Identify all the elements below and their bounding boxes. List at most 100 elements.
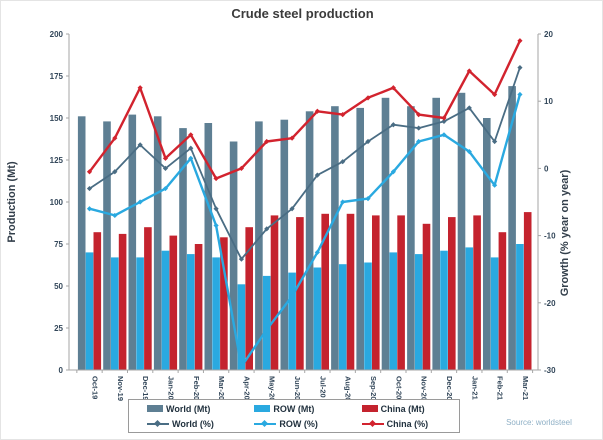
marker-china-feb-21	[492, 91, 498, 98]
marker-row-oct-19	[86, 206, 93, 212]
bar-world-mt-dec-19	[128, 114, 137, 370]
bar-world-mt-mar-20	[204, 123, 213, 370]
marker-row-jul-20	[314, 249, 320, 255]
axis-text: May-20	[268, 376, 277, 401]
marker-row-aug-20	[340, 199, 346, 205]
marker-world-oct-19	[86, 185, 93, 192]
marker-china-mar-21	[517, 38, 523, 44]
legend-label: China (%)	[386, 418, 429, 429]
axis-text: Dec-19	[141, 376, 150, 401]
axis-text: -20	[544, 299, 556, 308]
marker-world-dec-20	[441, 118, 447, 124]
axis-text: 50	[54, 282, 63, 291]
bar-row-mt-jan-21	[465, 247, 474, 370]
axis-text: Sep-20	[369, 376, 378, 401]
marker-row-jun-20	[289, 293, 295, 299]
axis-text: 0	[59, 366, 64, 375]
marker-row-may-20	[264, 327, 270, 333]
axis-text: Growth (% year on year)	[559, 169, 571, 296]
bar-row-mt-mar-21	[516, 244, 524, 370]
bar-china-mt-sep-20	[372, 215, 380, 370]
bar-world-mt-apr-20	[229, 141, 238, 370]
line-world-	[88, 66, 521, 261]
marker-china-nov-19	[112, 135, 118, 141]
marker-world-mar-21	[517, 65, 523, 71]
bar-row-mt-oct-20	[389, 252, 398, 370]
legend-label: World (%)	[172, 418, 214, 429]
chart-legend: World (Mt) ROW (Mt) China (Mt) World (%)…	[128, 399, 460, 433]
legend-item-row-pct: ROW (%)	[240, 419, 347, 429]
marker-row-mar-20	[213, 222, 219, 229]
marker-world-feb-20	[188, 145, 194, 151]
bar-china-mt-dec-20	[448, 217, 456, 370]
legend-label: World (Mt)	[166, 403, 211, 414]
china-bar-swatch-icon	[361, 405, 378, 412]
bar-china-mt-feb-21	[498, 232, 507, 370]
marker-china-may-20	[264, 138, 270, 145]
bar-world-mt-oct-20	[381, 97, 390, 371]
axis-text: 200	[50, 30, 64, 39]
marker-world-jul-20	[314, 172, 320, 178]
bar-world-mt-nov-19	[103, 121, 111, 371]
bar-world-mt-nov-20	[407, 106, 415, 370]
bar-world-mt-feb-21	[483, 118, 491, 370]
bar-row-mt-feb-21	[490, 257, 499, 370]
bar-china-mt-jan-21	[473, 215, 481, 370]
legend-item-china-mt: China (Mt)	[348, 404, 455, 414]
bar-china-mt-nov-19	[118, 233, 127, 370]
marker-row-jan-21	[466, 149, 472, 155]
chart-canvas: 0 25 50 75 100 125 150 175 200 -30 -20 -10 0 10 20 Oct-…	[6, 30, 571, 401]
lines-layer	[86, 38, 523, 370]
axis-text: 175	[50, 72, 64, 81]
marker-world-feb-21	[492, 138, 498, 145]
marker-world-jan-21	[466, 105, 472, 111]
row-line-swatch-icon	[254, 419, 277, 428]
marker-world-jun-20	[289, 206, 295, 212]
bar-row-mt-may-20	[262, 275, 271, 370]
line-row-	[88, 93, 522, 368]
marker-china-apr-20	[238, 165, 245, 171]
bar-china-mt-jul-20	[321, 213, 329, 370]
marker-world-oct-20	[390, 122, 396, 128]
bar-row-mt-jul-20	[313, 267, 322, 370]
axis-text: Dec-20	[445, 376, 454, 401]
marker-world-mar-20	[213, 206, 219, 212]
axis-text: Mar-21	[521, 376, 530, 400]
marker-world-nov-20	[416, 125, 422, 131]
marker-world-nov-19	[112, 169, 118, 175]
bar-row-mt-nov-20	[414, 254, 423, 370]
bar-china-mt-oct-20	[397, 215, 405, 370]
legend-item-world-mt: World (Mt)	[133, 404, 240, 414]
axis-text: Mar-20	[217, 376, 226, 400]
axis-text: Jun-20	[293, 376, 302, 400]
axis-text: 25	[54, 324, 63, 333]
bar-world-mt-aug-20	[331, 106, 339, 370]
marker-china-feb-20	[188, 132, 194, 138]
axis-text: Feb-20	[192, 376, 201, 400]
marker-china-sep-20	[365, 95, 371, 101]
legend-label: ROW (Mt)	[273, 403, 315, 414]
bar-china-mt-apr-20	[245, 227, 253, 370]
bar-row-mt-jun-20	[288, 272, 296, 370]
bar-china-mt-oct-19	[93, 232, 102, 370]
marker-world-sep-20	[365, 138, 371, 145]
marker-china-dec-19	[137, 85, 143, 91]
marker-row-sep-20	[365, 196, 371, 202]
bar-row-mt-nov-19	[111, 257, 119, 370]
legend-item-china-pct: China (%)	[348, 419, 455, 429]
bar-world-mt-may-20	[255, 121, 263, 371]
line-china-	[88, 39, 522, 180]
marker-row-nov-20	[416, 138, 422, 145]
bar-china-mt-dec-19	[144, 227, 152, 370]
axis-text: Nov-20	[420, 376, 429, 401]
world-bar-swatch-icon	[147, 405, 163, 412]
bar-row-mt-oct-19	[85, 252, 94, 370]
bar-china-mt-feb-20	[194, 244, 203, 370]
axis-text: 150	[50, 114, 64, 123]
bar-world-mt-oct-19	[77, 116, 86, 370]
bar-row-mt-apr-20	[237, 284, 246, 370]
axis-text: Production (Mt)	[6, 161, 18, 243]
marker-world-may-20	[264, 226, 270, 232]
axis-text: 100	[50, 198, 64, 207]
marker-row-mar-21	[517, 91, 523, 98]
